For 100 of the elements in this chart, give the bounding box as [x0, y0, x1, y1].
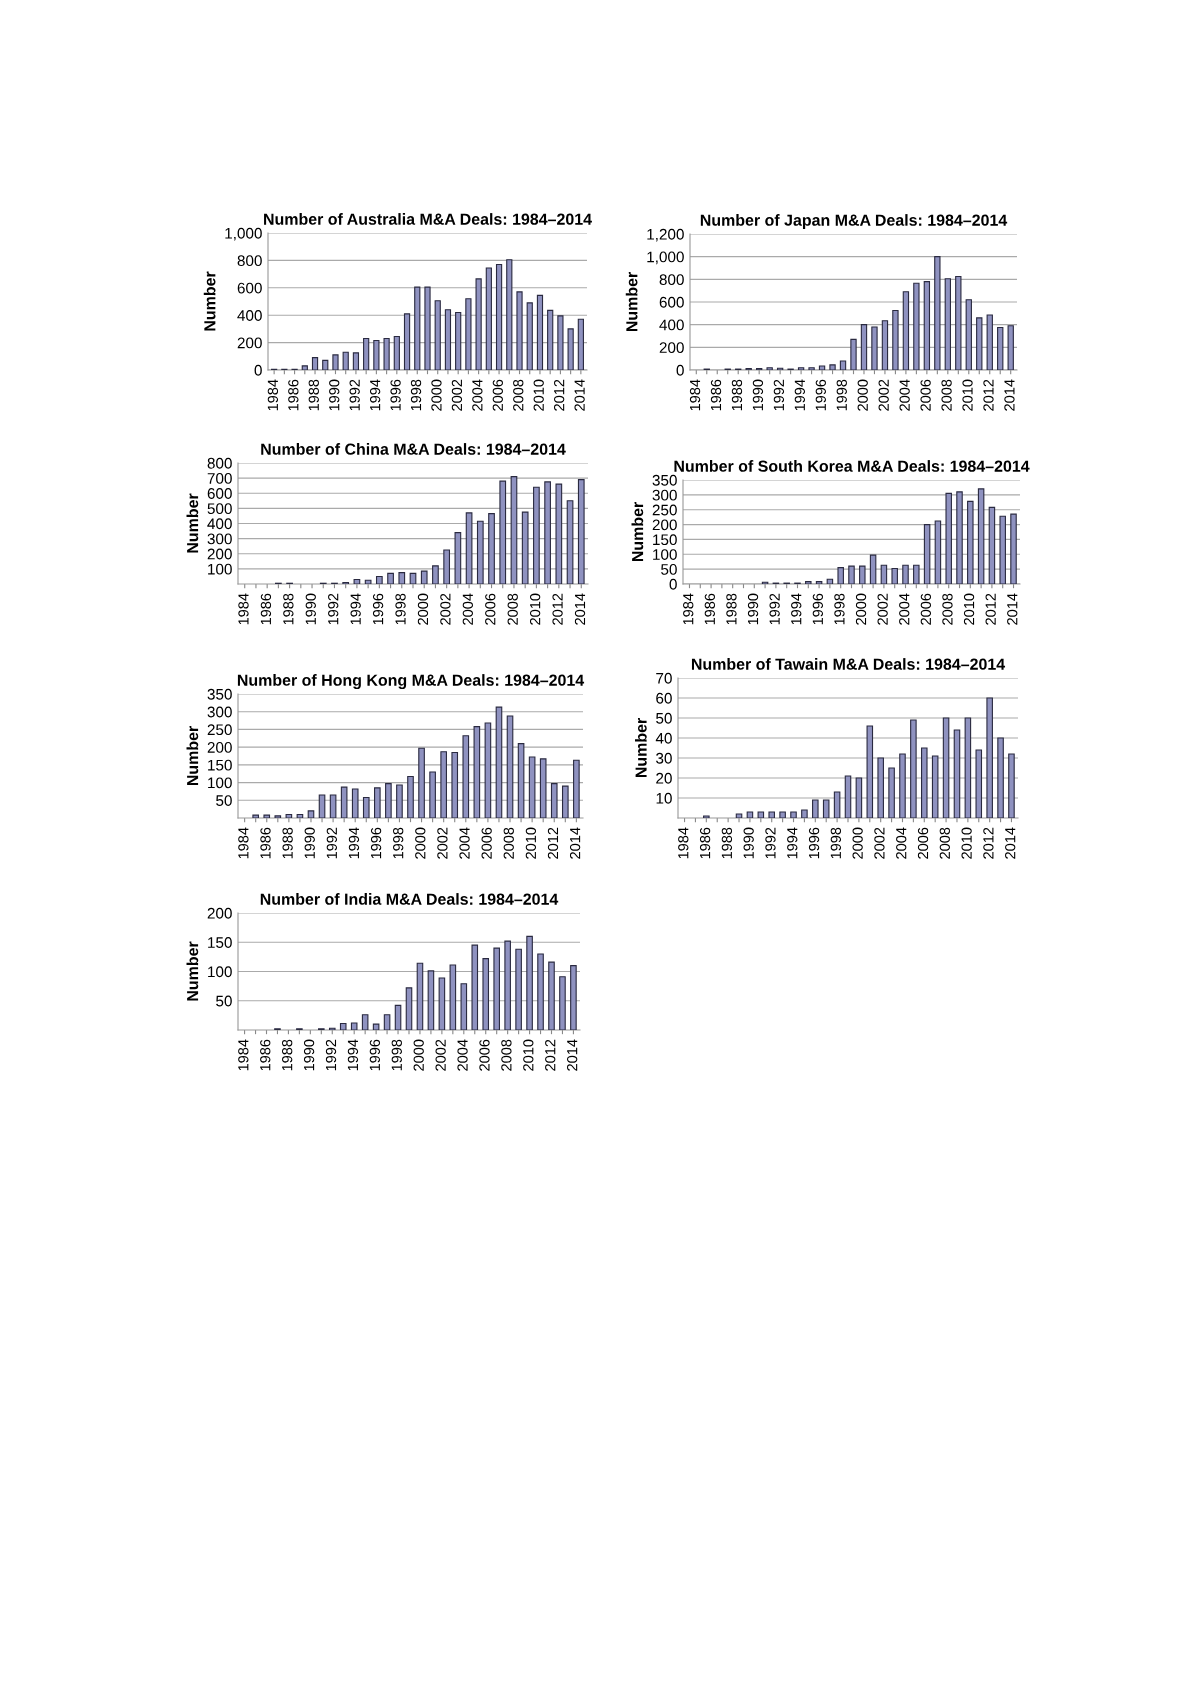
bar — [424, 286, 431, 370]
bar — [547, 309, 554, 370]
y-tick-label: 10 — [656, 792, 672, 804]
bar — [484, 722, 492, 818]
bar — [573, 759, 580, 818]
y-tick-label: 30 — [656, 752, 672, 764]
y-axis-title: Number — [635, 718, 647, 778]
bar — [387, 572, 394, 584]
bar — [570, 965, 577, 1030]
bar — [488, 513, 495, 584]
x-tick-label: 1990 — [304, 827, 315, 859]
bar — [859, 565, 866, 584]
bar — [438, 977, 446, 1030]
x-tick-label: 2010 — [962, 379, 973, 411]
bar — [559, 976, 566, 1030]
bar — [528, 756, 536, 818]
bar — [550, 783, 558, 818]
bar — [414, 286, 421, 370]
y-tick-label: 400 — [207, 518, 232, 530]
bar — [363, 337, 370, 370]
x-tick-label: 2008 — [942, 593, 953, 625]
bar — [263, 814, 271, 818]
bar — [848, 565, 855, 584]
x-tick-label: 1992 — [328, 593, 339, 625]
bar — [372, 1023, 380, 1030]
bar — [888, 767, 895, 818]
bar — [465, 512, 473, 584]
bar — [362, 796, 370, 818]
y-tick-label: 1,200 — [647, 228, 684, 242]
bar — [318, 794, 326, 818]
x-tick-label: 1988 — [282, 1039, 293, 1071]
x-tick-label: 1986 — [260, 827, 271, 859]
bar — [499, 480, 507, 584]
bar — [881, 320, 889, 370]
x-tick-label: 2000 — [431, 379, 442, 411]
bar — [471, 944, 479, 1030]
bar — [923, 524, 931, 584]
y-tick-label: 800 — [207, 457, 232, 469]
bar — [510, 476, 518, 584]
x-tick-label: 1994 — [347, 1039, 359, 1071]
bar — [485, 267, 492, 370]
bar — [891, 567, 898, 584]
y-tick-label: 600 — [237, 282, 262, 294]
y-axis-title: Number — [203, 271, 216, 331]
bar — [398, 572, 406, 584]
bar — [967, 500, 974, 584]
bar — [451, 751, 459, 818]
x-tick-label: 2014 — [1007, 593, 1018, 625]
y-tick-label: 200 — [207, 907, 232, 919]
bar — [837, 567, 844, 584]
x-tick-label: 2002 — [877, 593, 888, 625]
bar — [418, 747, 425, 818]
x-tick-label: 1986 — [699, 827, 711, 859]
bar — [465, 298, 472, 370]
y-tick-label: 600 — [659, 296, 684, 308]
bar — [899, 753, 906, 818]
bar — [869, 554, 877, 584]
bar — [340, 786, 348, 818]
x-tick-label: 2012 — [983, 379, 994, 411]
bar — [393, 335, 400, 370]
bar — [339, 1023, 347, 1030]
bar — [986, 697, 993, 818]
x-tick-label: 2004 — [472, 379, 483, 411]
x-tick-label: 2006 — [485, 593, 496, 625]
x-tick-label: 2002 — [437, 827, 448, 859]
x-tick-label: 2006 — [479, 1039, 490, 1071]
x-tick-label: 1990 — [329, 379, 340, 411]
bar — [839, 360, 847, 370]
bar — [850, 338, 857, 370]
y-tick-label: 200 — [659, 342, 684, 354]
x-tick-label: 1990 — [752, 379, 764, 411]
y-tick-label: 250 — [207, 724, 232, 736]
y-tick-label: 700 — [207, 472, 232, 484]
x-tick-label: 1992 — [773, 379, 785, 411]
x-tick-label: 2004 — [462, 593, 473, 625]
x-tick-label: 2000 — [417, 593, 429, 625]
bar — [913, 282, 920, 370]
x-tick-label: 1996 — [815, 379, 826, 411]
y-tick-label: 50 — [661, 564, 677, 575]
x-tick-label: 1994 — [791, 593, 802, 625]
bar — [815, 581, 823, 584]
chart-title: Number of Tawain M&A Deals: 1984–2014 — [691, 658, 1006, 670]
bar — [860, 324, 868, 370]
x-tick-label: 2012 — [983, 827, 994, 859]
x-tick-label: 2004 — [896, 827, 907, 859]
bar — [577, 318, 584, 370]
x-tick-label: 2000 — [855, 593, 867, 625]
x-tick-label: 1986 — [710, 379, 722, 411]
x-tick-label: 2010 — [533, 379, 544, 411]
bar — [434, 300, 441, 370]
bar — [443, 549, 451, 584]
x-tick-label: 1988 — [721, 827, 733, 859]
y-tick-label: 150 — [208, 937, 232, 948]
y-tick-label: 800 — [237, 255, 262, 267]
bar — [965, 299, 972, 370]
x-tick-label: 2012 — [547, 827, 559, 859]
x-tick-label: 2014 — [1004, 379, 1015, 411]
bar — [1007, 325, 1014, 370]
bar — [790, 811, 797, 818]
bar — [454, 532, 462, 584]
